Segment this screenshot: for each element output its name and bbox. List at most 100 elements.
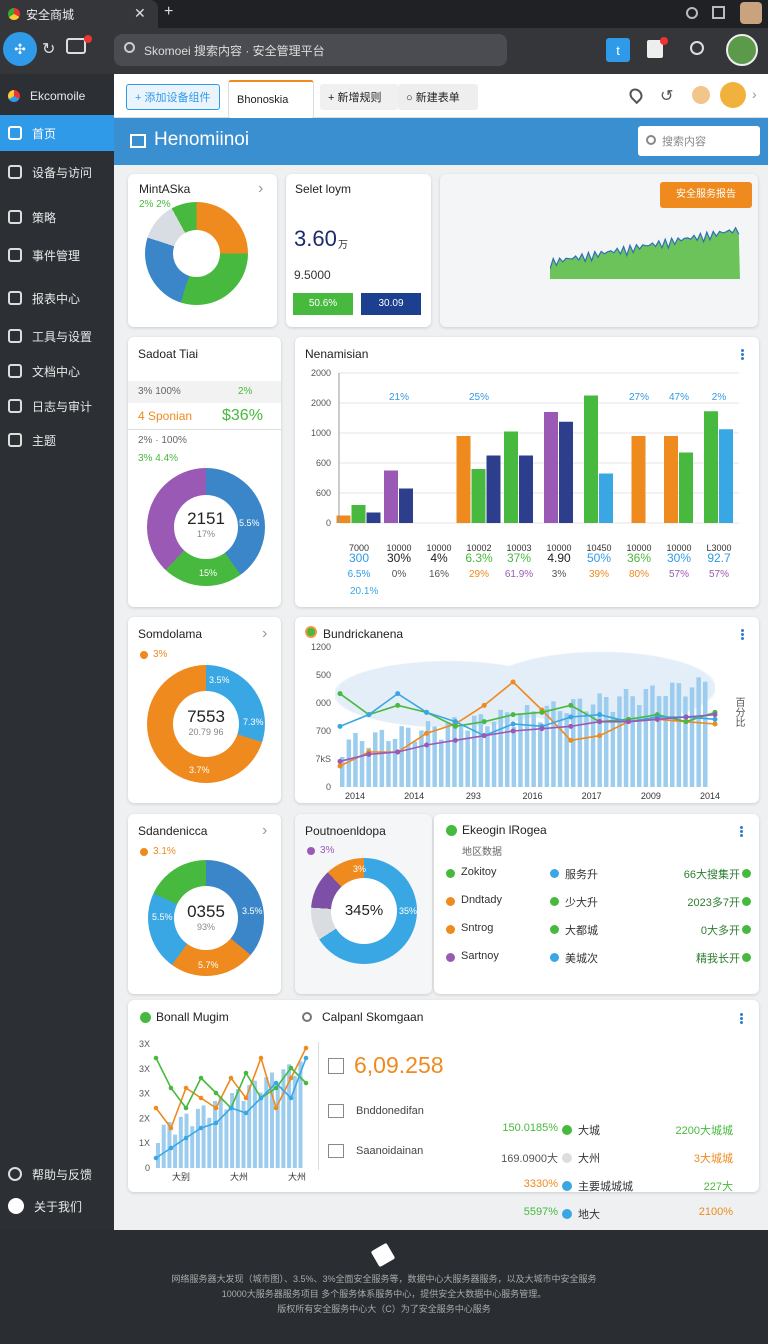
donut-center-value: 0355 (187, 902, 225, 921)
bar (519, 455, 533, 523)
add-rule-button[interactable]: + 新增规则 (320, 84, 398, 110)
chevron-right-icon[interactable]: › (752, 86, 757, 102)
extension-icon[interactable] (686, 7, 698, 19)
globe-icon (305, 626, 317, 638)
stat-right: 2100% (698, 1206, 733, 1218)
bar-data-label: 21% (389, 392, 409, 403)
green-stat-button[interactable]: 50.6% (293, 293, 353, 315)
region-value: 精我长开 (696, 953, 740, 965)
header-search-input[interactable]: 搜索内容 (638, 126, 760, 156)
bar-chart: 0 600 600 1000 2000 2000 7000 21% 10000 10000 25% 1… (311, 368, 739, 553)
browser-tab[interactable]: 安全商城 ✕ (0, 0, 158, 28)
series-point (337, 758, 343, 764)
pin-icon (8, 248, 22, 262)
background-bar (571, 699, 576, 787)
tab-close-icon[interactable]: ✕ (134, 5, 146, 21)
sidebar-item-0[interactable]: 首页 (0, 115, 114, 151)
background-bar (445, 722, 451, 787)
donut-chart: 7553 20.79 96 3.5% 7.3% 3.7% (147, 665, 265, 783)
people-icon (8, 329, 22, 343)
sidebar-item-5[interactable]: 工具与设置 (0, 318, 114, 354)
chevron-right-icon[interactable]: › (262, 625, 268, 642)
background-bar (478, 714, 484, 787)
chevron-right-icon[interactable]: › (258, 180, 264, 197)
background-bar (590, 704, 596, 787)
y-tick-label: 700 (316, 726, 331, 736)
app-logo-icon[interactable]: ✣ (3, 32, 37, 66)
reload-icon[interactable]: ↻ (42, 41, 56, 58)
bar (456, 436, 471, 523)
series-point (481, 702, 487, 708)
background-bar (656, 696, 662, 787)
stat-left: 169.0900大 (501, 1153, 558, 1165)
more-menu-icon[interactable] (740, 1012, 744, 1026)
sidebar-item-6[interactable]: 文档中心 (0, 353, 114, 389)
home-icon[interactable] (130, 134, 146, 148)
edit-icon[interactable] (370, 1242, 396, 1268)
background-bar (577, 698, 583, 787)
new-form-button[interactable]: ○ 新建表单 (398, 84, 478, 110)
background-bar (551, 701, 556, 787)
sidebar-item-4[interactable]: 报表中心 (0, 280, 114, 316)
series-point (213, 1090, 219, 1096)
sidebar-item-2[interactable]: 策略 (0, 199, 114, 235)
share-icon[interactable] (66, 38, 86, 54)
more-menu-icon[interactable] (740, 825, 744, 839)
stat-cell: 57% (668, 569, 689, 580)
donut-label: 5.5% (239, 518, 260, 528)
series-point (424, 742, 430, 748)
donut-chart (145, 202, 248, 305)
shield-icon (8, 210, 22, 224)
region-value: 2023多7开 (687, 897, 740, 909)
user-menu-avatar[interactable] (720, 82, 746, 108)
y2-axis-label: 百分比 (733, 697, 744, 727)
sidebar-item-8[interactable]: 主题 (0, 422, 114, 458)
sidebar-item-1[interactable]: 设备与访问 (0, 154, 114, 190)
address-bar[interactable]: Skomoei 搜索内容 · 安全管理平台 (114, 34, 507, 66)
background-bar (419, 730, 424, 787)
background-bar (557, 711, 563, 787)
alert-icon[interactable] (692, 86, 710, 104)
window-icon[interactable] (712, 6, 725, 19)
series-point (198, 1125, 204, 1131)
legend-dot (550, 897, 559, 906)
stat-left: 150.0185% (502, 1122, 558, 1134)
background-bar (184, 1113, 189, 1168)
stat-cell: 300 (348, 551, 370, 565)
bar (584, 395, 598, 523)
x-tick-label: 2014 (700, 791, 720, 801)
sidebar-item-about[interactable]: 关于我们 (0, 1188, 114, 1224)
sync-icon[interactable]: ↺ (660, 88, 674, 105)
x-tick-label: 293 (466, 791, 481, 801)
x-tick-label: 10000 (426, 543, 451, 553)
series-point (712, 712, 718, 718)
user-avatar[interactable] (726, 34, 758, 66)
sidebar-item-7[interactable]: 日志与审计 (0, 388, 114, 424)
bar (544, 412, 558, 523)
navy-stat-button[interactable]: 30.09 (361, 293, 421, 315)
more-menu-icon[interactable] (741, 628, 745, 642)
location-icon[interactable] (626, 85, 646, 105)
profile-avatar[interactable] (740, 2, 762, 24)
more-menu-icon[interactable] (741, 348, 745, 362)
security-report-button[interactable]: 安全服务报告 (660, 182, 752, 208)
background-bar (518, 713, 523, 787)
series-point (303, 1045, 309, 1051)
y-tick-label: 1000 (311, 428, 331, 438)
notification-icon[interactable] (647, 40, 663, 58)
series-point (337, 723, 343, 729)
sidebar-brand[interactable]: Ekcomoile (0, 78, 114, 114)
sidebar-item-help[interactable]: 帮助与反馈 (0, 1156, 114, 1192)
bar (631, 436, 646, 523)
tab-bhonoskia[interactable]: Bhonoskia (228, 80, 314, 118)
bookmark-icon[interactable]: t (606, 38, 630, 62)
status-dot (742, 869, 751, 878)
chevron-right-icon[interactable]: › (262, 822, 268, 839)
sidebar-item-3[interactable]: 事件管理 (0, 237, 114, 273)
series-point (243, 1095, 249, 1101)
new-tab-icon[interactable]: + (164, 3, 174, 20)
y-tick-label: 2000 (311, 398, 331, 408)
background-bar (544, 705, 550, 787)
add-device-button[interactable]: + 添加设备组件 (126, 84, 220, 110)
zoom-search-icon[interactable] (690, 41, 704, 55)
